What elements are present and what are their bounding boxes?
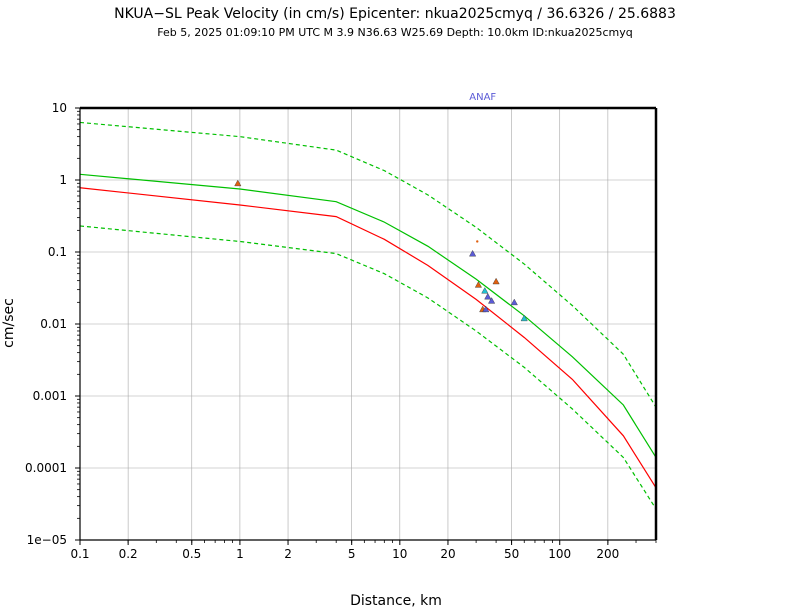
y-tick-label: 0.01	[40, 317, 67, 331]
station-annotation: ANAF	[469, 92, 496, 103]
series-line-1	[79, 121, 657, 408]
x-tick-label: 0.2	[119, 547, 138, 561]
y-tick-label: 10	[52, 101, 67, 115]
series-line-2	[79, 225, 657, 510]
series-line-0	[79, 173, 657, 458]
x-tick-label: 5	[348, 547, 356, 561]
x-axis-label: Distance, km	[350, 593, 442, 609]
x-tick-label: 2	[284, 547, 292, 561]
y-tick-label: 0.0001	[25, 461, 67, 475]
y-tick-label: 0.001	[33, 389, 67, 403]
station-marker	[520, 314, 528, 322]
y-tick-label: 1e−05	[27, 533, 67, 547]
y-axis-label: cm/sec	[1, 298, 17, 348]
axis-ticks: 0.1 0.2 0.5 1 2 5 10 20 50 100 200 10 1 0.1 0.01 0.001 0…	[25, 101, 657, 561]
station-marker	[476, 240, 479, 243]
chart-subtitle: Feb 5, 2025 01:09:10 PM UTC M 3.9 N36.63…	[157, 26, 633, 39]
x-tick-label: 200	[596, 547, 619, 561]
x-tick-label: 0.5	[182, 547, 201, 561]
station-markers	[234, 179, 528, 322]
x-tick-label: 100	[548, 547, 571, 561]
station-marker	[510, 298, 518, 306]
station-marker	[492, 277, 500, 285]
x-tick-label: 1	[236, 547, 244, 561]
station-marker	[234, 179, 242, 187]
grid	[79, 107, 656, 541]
station-marker	[484, 292, 492, 300]
series-lines	[79, 121, 657, 510]
y-tick-label: 1	[59, 173, 67, 187]
annotations: ANAF	[469, 92, 496, 103]
x-tick-label: 0.1	[70, 547, 89, 561]
series-line-3	[79, 187, 657, 489]
x-tick-label: 10	[392, 547, 407, 561]
station-marker	[474, 281, 482, 288]
station-marker	[481, 287, 489, 294]
y-tick-label: 0.1	[48, 245, 67, 259]
station-marker	[469, 249, 477, 257]
x-tick-label: 50	[504, 547, 519, 561]
x-tick-label: 20	[440, 547, 455, 561]
station-marker	[482, 305, 490, 313]
station-marker	[488, 297, 496, 304]
chart-title: NKUA−SL Peak Velocity (in cm/s) Epicente…	[114, 6, 676, 22]
